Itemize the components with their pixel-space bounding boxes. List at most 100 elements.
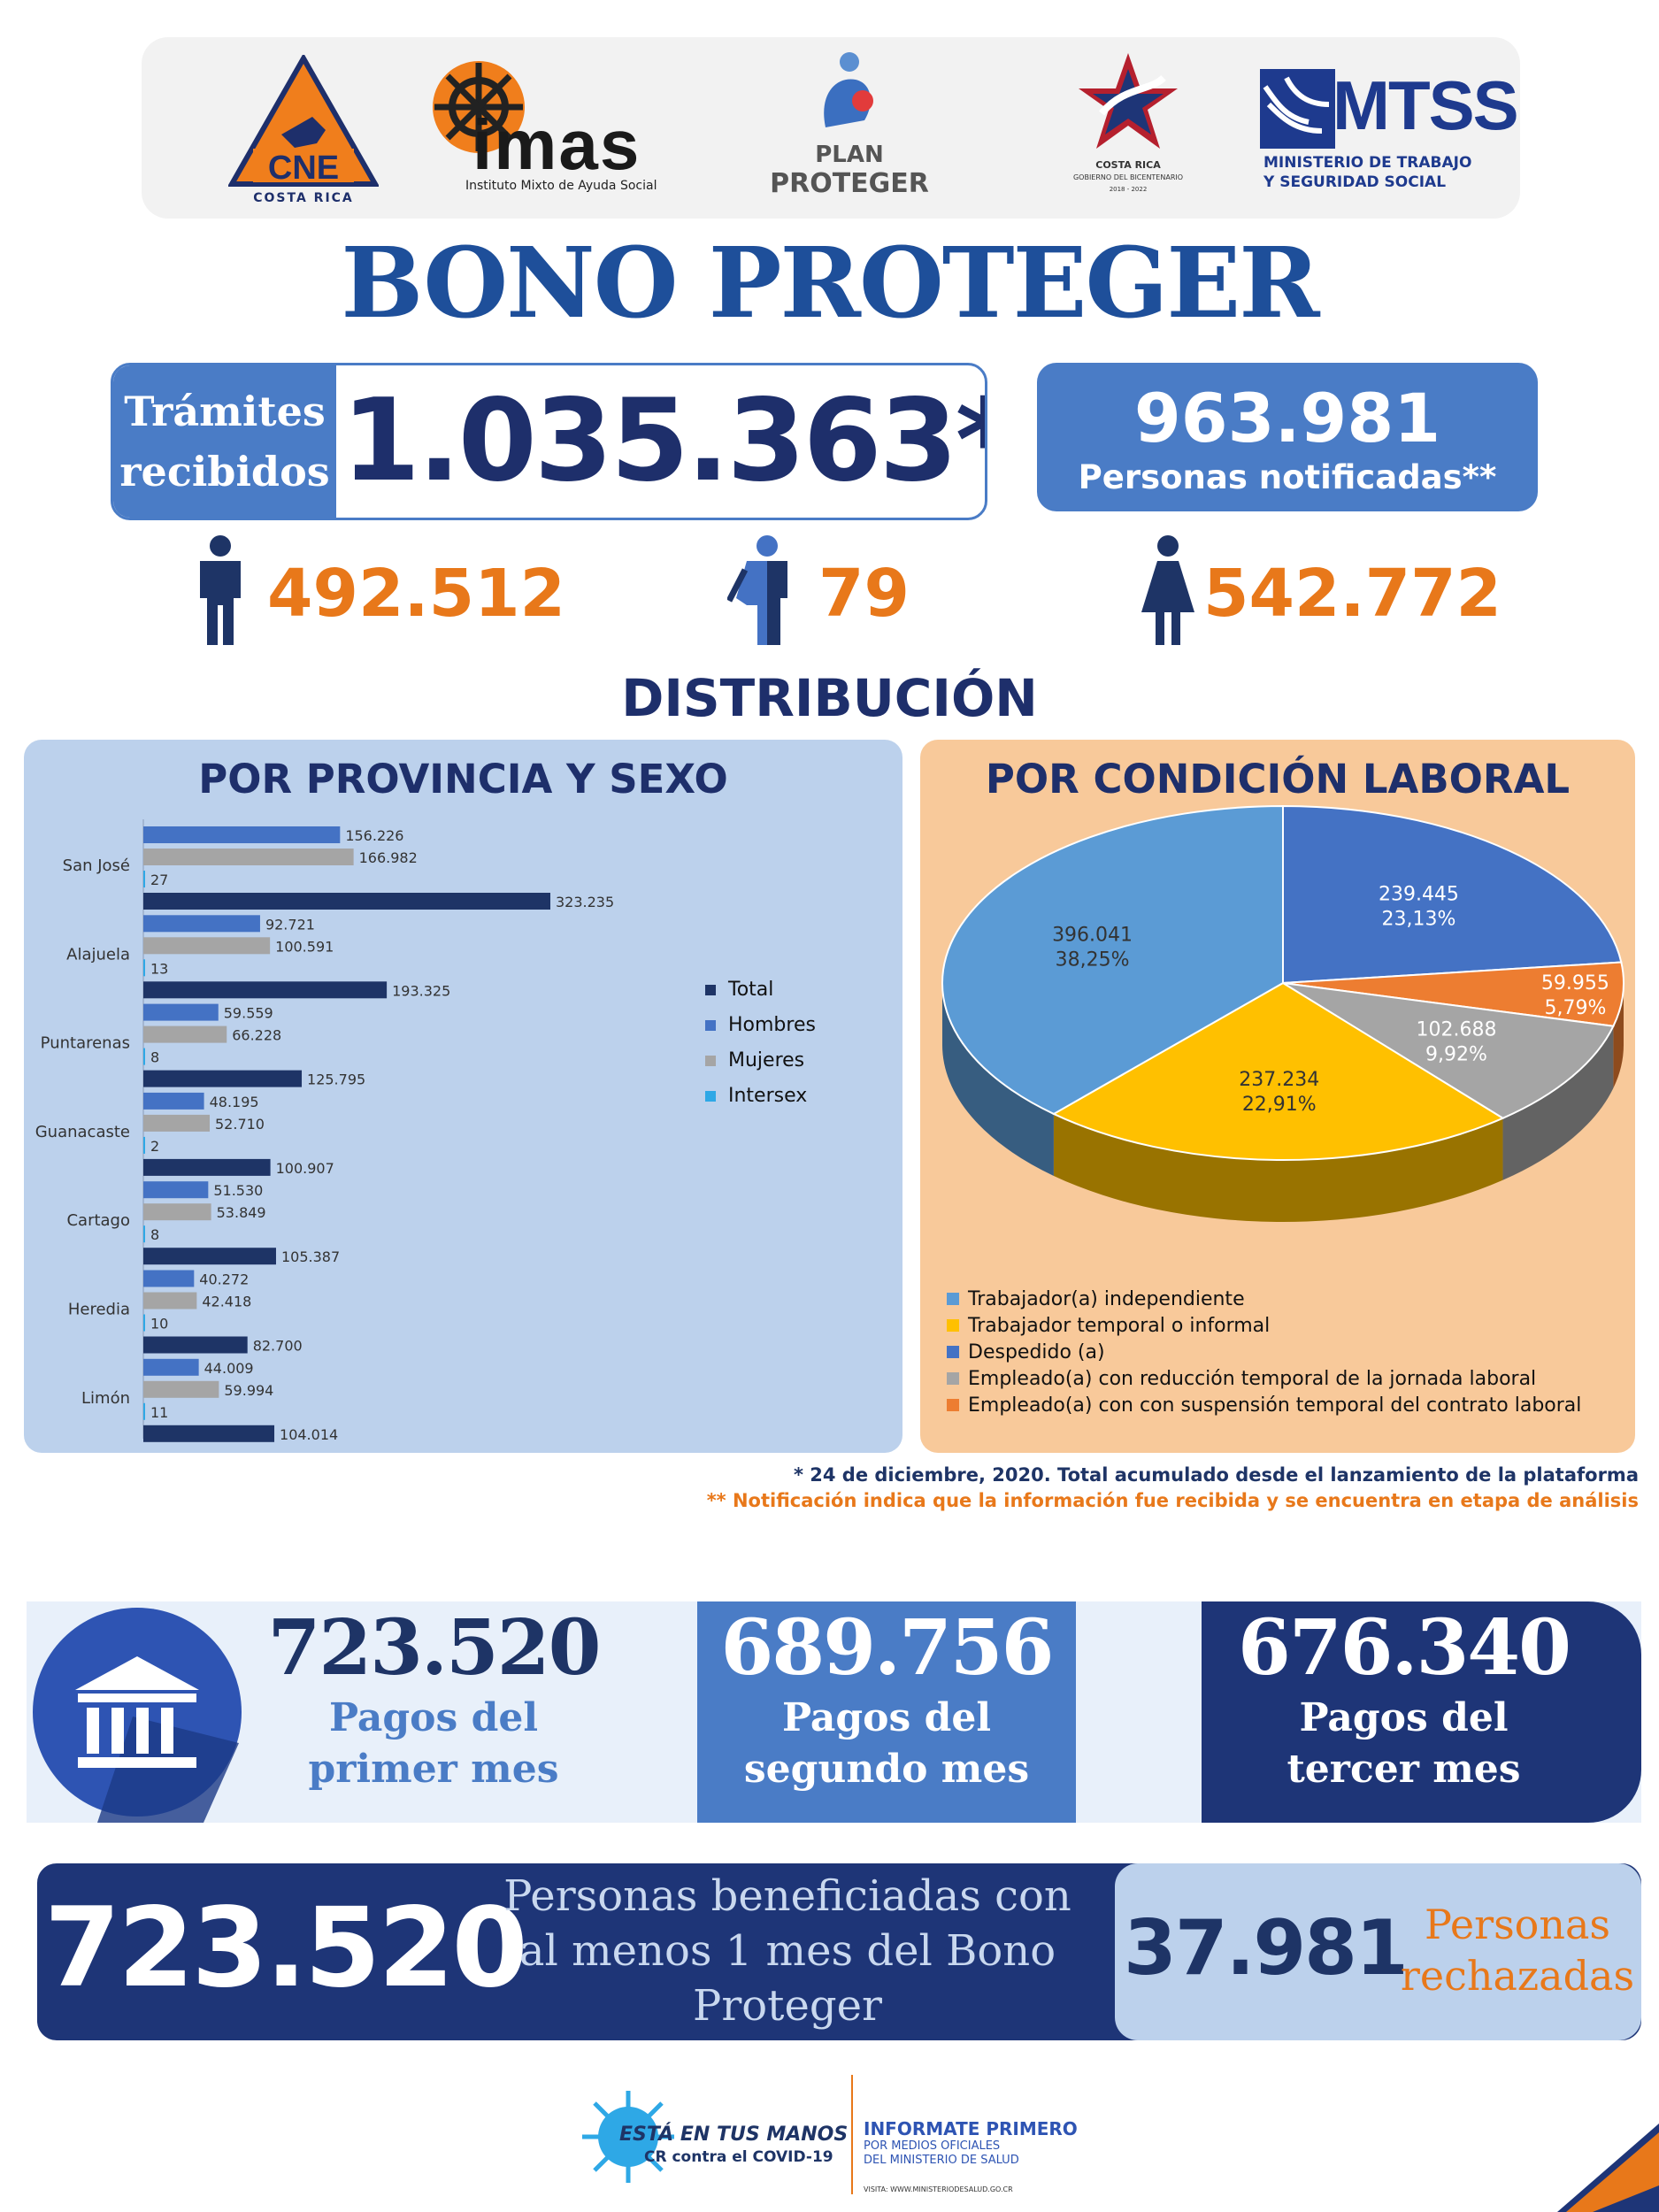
bar-value-label: 166.982 — [359, 849, 418, 866]
bar-intersex — [143, 1136, 145, 1154]
bar-intersex — [143, 1314, 145, 1332]
pie-legend-swatch — [947, 1399, 959, 1411]
info-line1: POR MEDIOS OFICIALES — [864, 2139, 1001, 2153]
pie-legend-swatch — [947, 1319, 959, 1332]
bar-mujeres — [143, 1025, 227, 1043]
bar-value-label: 44.009 — [204, 1360, 254, 1377]
bar-total — [143, 1070, 303, 1087]
bar-value-label: 125.795 — [307, 1071, 365, 1088]
bar-hombres — [143, 1181, 209, 1199]
bar-value-label: 92.721 — [265, 916, 315, 933]
category-label: Guanacaste — [35, 1123, 130, 1141]
pago-2-line2: segundo mes — [743, 1747, 1030, 1792]
corner-decoration — [1557, 2124, 1659, 2212]
pie-percent-label: 23,13% — [1382, 908, 1456, 930]
pie-legend: Trabajador(a) independiente Trabajador te… — [947, 1288, 1581, 1421]
star-icon — [1079, 53, 1178, 149]
pie-value-label: 239.445 — [1379, 883, 1459, 905]
notificadas-value: 963.981 — [1133, 379, 1441, 457]
bar-hombres — [143, 915, 260, 933]
bar-value-label: 27 — [150, 872, 168, 888]
pie-legend-label: Empleado(a) con con suspensión temporal … — [968, 1394, 1582, 1417]
pie-legend-item: Empleado(a) con con suspensión temporal … — [947, 1394, 1581, 1421]
mtss-logo: MTSS MINISTERIO DE TRABAJO Y SEGURIDAD S… — [1260, 66, 1519, 202]
bar-value-label: 48.195 — [210, 1094, 259, 1110]
category-label: Heredia — [68, 1301, 130, 1319]
bar-mujeres — [143, 1380, 219, 1398]
pie-side — [1053, 1113, 1503, 1222]
pie-slice — [1282, 982, 1615, 1119]
legend-swatch-hombres — [705, 1020, 716, 1031]
beneficiadas-line3: Proteger — [693, 1981, 882, 2031]
rechazadas-box: 37.981 Personas rechazadas — [1115, 1863, 1641, 2040]
pie-legend-item: Despedido (a) — [947, 1341, 1581, 1368]
beneficiadas-label: Personas beneficiadas con al menos 1 mes… — [495, 1869, 1079, 2033]
pie-slice — [1051, 981, 1505, 1161]
rechazadas-value: 37.981 — [1124, 1904, 1409, 1993]
pago-1-line1: Pagos del — [328, 1695, 539, 1740]
pago-3-line2: tercer mes — [1286, 1747, 1521, 1792]
pie-legend-label: Empleado(a) con reducción temporal de la… — [968, 1368, 1537, 1390]
cne-subtitle: COSTA RICA — [253, 191, 354, 205]
imas-subtitle: Instituto Mixto de Ayuda Social — [465, 179, 657, 193]
bar-value-label: 52.710 — [215, 1116, 265, 1133]
page-title: BONO PROTEGER — [341, 226, 1319, 340]
beneficiadas-line1: Personas beneficiadas con — [503, 1871, 1071, 1921]
man-icon — [200, 535, 241, 645]
bar-value-label: 40.272 — [199, 1271, 249, 1288]
bar-value-label: 323.235 — [556, 894, 614, 910]
pie-legend-swatch — [947, 1293, 959, 1305]
bar-value-label: 8 — [150, 1226, 159, 1243]
bar-value-label: 66.228 — [232, 1027, 281, 1044]
beneficiadas-line2: al menos 1 mes del Bono — [518, 1926, 1056, 1976]
cne-logo: CNE COSTA RICA — [227, 52, 380, 205]
bar-chart: San José 156.226 166.982 27 323.235 Alajuela 9… — [35, 819, 614, 1443]
footer-divider — [851, 2075, 853, 2194]
legend-swatch-intersex — [705, 1091, 716, 1102]
bar-value-label: 13 — [150, 960, 168, 977]
bar-value-label: 105.387 — [281, 1248, 340, 1265]
condicion-panel: POR CONDICIÓN LABORAL 239.445 23,13% 59.95… — [920, 740, 1635, 1453]
imas-logo: imas Instituto Mixto de Ayuda Social — [430, 58, 664, 200]
category-label: Puntarenas — [41, 1034, 130, 1053]
bar-total — [143, 1336, 248, 1354]
hands-icon — [1260, 69, 1335, 149]
legend-swatch-mujeres — [705, 1056, 716, 1066]
bar-legend: Total Hombres Mujeres Intersex — [705, 979, 816, 1120]
gobierno-line1: COSTA RICA — [1095, 159, 1161, 171]
tramites-label: Trámites recibidos — [113, 365, 336, 518]
pago-2-value: 689.756 — [720, 1603, 1055, 1693]
bar-hombres — [143, 1092, 204, 1110]
bar-total — [143, 1425, 275, 1442]
bar-total — [143, 893, 550, 910]
category-label: Limón — [81, 1389, 130, 1408]
women-count: 542.772 — [1203, 556, 1502, 632]
legend-label-mujeres: Mujeres — [728, 1049, 805, 1071]
intersex-count: 79 — [818, 556, 910, 632]
mtss-line2: Y SEGURIDAD SOCIAL — [1263, 173, 1447, 191]
imas-name: imas — [472, 105, 641, 184]
pie-legend-item: Trabajador temporal o informal — [947, 1315, 1581, 1341]
pie-legend-swatch — [947, 1372, 959, 1385]
pie-side — [1613, 983, 1624, 1088]
pago-3-line1: Pagos del — [1299, 1695, 1509, 1740]
bar-value-label: 193.325 — [392, 982, 450, 999]
family-icon — [824, 52, 873, 127]
bar-value-label: 10 — [150, 1316, 168, 1333]
category-label: Cartago — [66, 1211, 130, 1230]
pie-percent-label: 22,91% — [1242, 1094, 1317, 1116]
pie-slice — [941, 804, 1284, 1116]
pie-legend-item: Empleado(a) con reducción temporal de la… — [947, 1368, 1581, 1394]
notificadas-label: Personas notificadas** — [1078, 458, 1497, 496]
pie-legend-label: Trabajador temporal o informal — [968, 1315, 1271, 1337]
bar-intersex — [143, 1402, 145, 1420]
bar-value-label: 8 — [150, 1049, 159, 1066]
intersex-icon — [727, 535, 787, 645]
gobierno-line3: 2018 - 2022 — [1109, 186, 1148, 193]
legend-item-hombres: Hombres — [705, 1014, 816, 1049]
men-count: 492.512 — [267, 556, 566, 632]
bar-total — [143, 981, 388, 999]
pie-value-label: 102.688 — [1417, 1019, 1497, 1041]
bar-mujeres — [143, 849, 354, 865]
category-label: Alajuela — [66, 945, 130, 964]
